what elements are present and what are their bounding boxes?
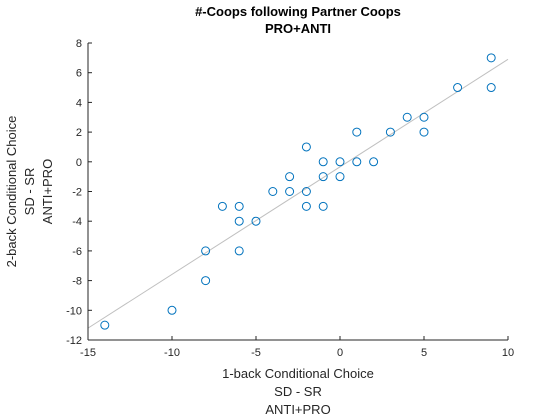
y-tick-label: -8 [72, 276, 82, 288]
data-point [301, 201, 311, 211]
x-axis-label-line: SD - SR [274, 384, 322, 399]
y-tick-label: 4 [76, 97, 82, 109]
data-point [251, 216, 261, 226]
data-point [486, 53, 496, 63]
data-point [419, 112, 429, 122]
data-point [486, 83, 496, 93]
data-point [352, 127, 362, 137]
axes-layer [87, 42, 509, 341]
y-axis-label-line: SD - SR [22, 168, 37, 216]
labels-layer: #-Coops following Partner Coops PRO+ANTI 1… [4, 4, 401, 417]
data-point [419, 127, 429, 137]
x-tick-label: 0 [337, 347, 343, 359]
data-point [285, 172, 295, 182]
data-point [385, 127, 395, 137]
data-point [100, 320, 110, 330]
x-tick-label: -5 [251, 347, 261, 359]
data-point [369, 157, 379, 167]
x-axis-label-line: ANTI+PRO [265, 402, 330, 417]
x-axis-label-line: 1-back Conditional Choice [222, 366, 374, 381]
y-tick-label: 0 [76, 157, 82, 169]
data-point [234, 201, 244, 211]
x-tick-label: 5 [421, 347, 427, 359]
x-tick-label: -15 [80, 347, 96, 359]
data-point [234, 216, 244, 226]
data-point [217, 201, 227, 211]
data-point [301, 142, 311, 152]
data-point [318, 157, 328, 167]
y-axis-label-line: ANTI+PRO [40, 159, 55, 224]
y-tick-label: -4 [72, 216, 82, 228]
y-tick-label: -6 [72, 246, 82, 258]
y-tick-label: 8 [76, 38, 82, 50]
data-point [352, 157, 362, 167]
chart-title-line: #-Coops following Partner Coops [195, 4, 401, 19]
data-point [402, 112, 412, 122]
tick-labels-layer: -15 -10 -5 0 5 10 -12 -10 -8 -6 -4 -2 0 2 4 6 8 [66, 38, 514, 359]
data-point [318, 201, 328, 211]
y-tick-label: 2 [76, 127, 82, 139]
x-tick-label: -10 [164, 347, 180, 359]
chart-title-line: PRO+ANTI [265, 21, 331, 36]
data-point [201, 276, 211, 286]
y-axis-label-line: 2-back Conditional Choice [4, 116, 19, 268]
data-points-layer [100, 53, 496, 330]
y-tick-label: -12 [66, 335, 82, 347]
data-point [268, 187, 278, 196]
data-point [201, 246, 211, 256]
data-point [167, 305, 177, 315]
data-point [301, 187, 311, 196]
x-tick-label: 10 [502, 347, 514, 359]
y-tick-label: -2 [72, 187, 82, 199]
fit-line-layer [87, 58, 509, 329]
data-point [453, 83, 463, 93]
y-tick-label: 6 [76, 68, 82, 80]
fit-line [87, 58, 509, 329]
data-point [318, 172, 328, 182]
y-tick-label: -10 [66, 305, 82, 317]
data-point [335, 172, 345, 182]
data-point [285, 187, 295, 196]
data-point [234, 246, 244, 256]
data-point [335, 157, 345, 167]
